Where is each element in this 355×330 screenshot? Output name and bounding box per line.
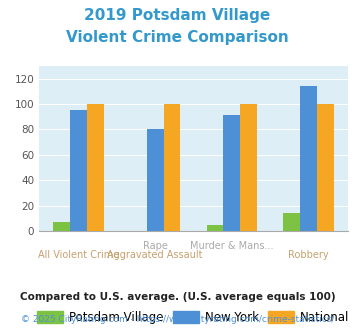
Text: © 2025 CityRating.com - https://www.cityrating.com/crime-statistics/: © 2025 CityRating.com - https://www.city…	[21, 315, 334, 324]
Text: Compared to U.S. average. (U.S. average equals 100): Compared to U.S. average. (U.S. average …	[20, 292, 335, 302]
Bar	[317, 104, 334, 231]
Legend: Potsdam Village, New York, National: Potsdam Village, New York, National	[33, 306, 354, 329]
Bar	[240, 104, 257, 231]
Text: Robbery: Robbery	[288, 250, 329, 260]
Text: Violent Crime Comparison: Violent Crime Comparison	[66, 30, 289, 45]
Text: Rape: Rape	[143, 241, 168, 251]
Bar	[147, 129, 164, 231]
Text: All Violent Crime: All Violent Crime	[38, 250, 119, 260]
Bar	[70, 111, 87, 231]
Bar	[300, 86, 317, 231]
Bar	[223, 115, 240, 231]
Text: 2019 Potsdam Village: 2019 Potsdam Village	[84, 8, 271, 23]
Bar	[53, 222, 70, 231]
Text: Murder & Mans...: Murder & Mans...	[190, 241, 274, 251]
Bar	[164, 104, 180, 231]
Bar	[87, 104, 104, 231]
Bar	[207, 225, 223, 231]
Text: Aggravated Assault: Aggravated Assault	[107, 250, 203, 260]
Bar	[283, 213, 300, 231]
